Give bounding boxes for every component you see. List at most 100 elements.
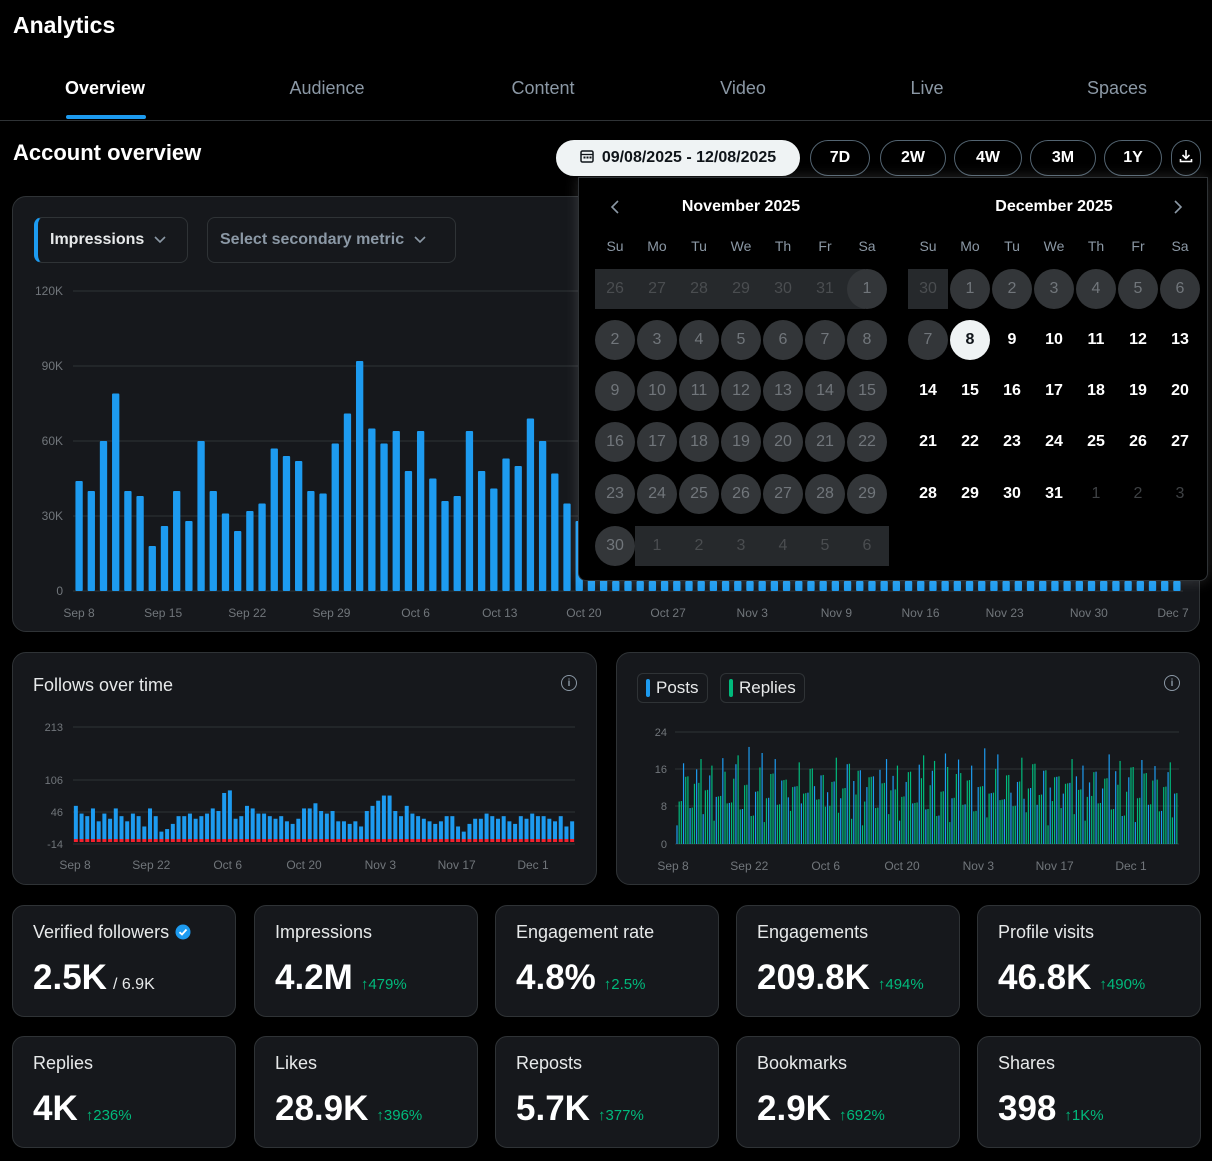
tab-content[interactable]: Content [511, 78, 575, 98]
chevron-right-icon[interactable] [1173, 200, 1183, 219]
calendar-day[interactable]: 5 [721, 320, 761, 360]
stat-value: 2.5K [33, 958, 107, 997]
calendar-day[interactable]: 26 [1129, 433, 1147, 450]
tab-spaces[interactable]: Spaces [1086, 78, 1148, 98]
calendar-day[interactable]: 21 [919, 433, 937, 450]
calendar-day[interactable]: 17 [637, 422, 677, 462]
calendar-day[interactable]: 11 [1087, 331, 1105, 348]
calendar-day[interactable]: 29 [847, 474, 887, 514]
range-button-4w[interactable]: 4W [954, 140, 1022, 176]
tab-live[interactable]: Live [910, 78, 944, 98]
calendar-day[interactable]: 3 [1034, 269, 1074, 309]
tab-overview[interactable]: Overview [64, 78, 146, 98]
legend-replies[interactable]: Replies [720, 673, 805, 703]
stat-label: Impressions [275, 922, 372, 943]
secondary-metric-select[interactable]: Select secondary metric [207, 217, 456, 263]
calendar-day[interactable]: 15 [847, 371, 887, 411]
unfollows-bar [370, 839, 375, 842]
stat-card-reposts[interactable]: Reposts 5.7K ↑377% [495, 1036, 719, 1148]
range-button-1y[interactable]: 1Y [1104, 140, 1162, 176]
range-button-7d[interactable]: 7D [810, 140, 870, 176]
calendar-day[interactable]: 22 [847, 422, 887, 462]
follows-bar [341, 821, 346, 839]
calendar-day[interactable]: 29 [961, 485, 979, 502]
legend-posts[interactable]: Posts [637, 673, 708, 703]
calendar-day[interactable]: 23 [595, 474, 635, 514]
calendar-day[interactable]: 16 [595, 422, 635, 462]
stat-card-replies[interactable]: Replies 4K ↑236% [12, 1036, 236, 1148]
calendar-day[interactable]: 3 [637, 320, 677, 360]
stat-card-engagements[interactable]: Engagements 209.8K ↑494% [736, 905, 960, 1017]
calendar-day[interactable]: 6 [1160, 269, 1200, 309]
calendar-day[interactable]: 15 [961, 382, 979, 399]
calendar-day[interactable]: 18 [679, 422, 719, 462]
calendar-day[interactable]: 31 [1045, 485, 1063, 502]
calendar-day[interactable]: 1 [950, 269, 990, 309]
range-button-2w[interactable]: 2W [880, 140, 946, 176]
calendar-day[interactable]: 13 [763, 371, 803, 411]
stat-card-verified-followers[interactable]: Verified followers 2.5K / 6.9K [12, 905, 236, 1017]
primary-metric-select[interactable]: Impressions [34, 217, 188, 263]
calendar-day[interactable]: 23 [1003, 433, 1021, 450]
calendar-day[interactable]: 27 [1171, 433, 1189, 450]
calendar-day[interactable]: 25 [679, 474, 719, 514]
calendar-day[interactable]: 24 [1045, 433, 1063, 450]
download-button[interactable] [1171, 140, 1201, 176]
calendar-day[interactable]: 2 [992, 269, 1032, 309]
stat-card-bookmarks[interactable]: Bookmarks 2.9K ↑692% [736, 1036, 960, 1148]
calendar-day[interactable]: 16 [1003, 382, 1021, 399]
calendar-day[interactable]: 28 [805, 474, 845, 514]
impressions-bar [648, 581, 657, 591]
calendar-day[interactable]: 12 [721, 371, 761, 411]
calendar-day[interactable]: 20 [763, 422, 803, 462]
calendar-day[interactable]: 14 [805, 371, 845, 411]
calendar-day[interactable]: 14 [919, 382, 937, 399]
calendar-day[interactable]: 9 [595, 371, 635, 411]
calendar-day[interactable]: 26 [721, 474, 761, 514]
info-icon[interactable]: i [561, 675, 577, 691]
calendar-day-selected[interactable]: 8 [950, 320, 990, 360]
calendar-day[interactable]: 25 [1087, 433, 1105, 450]
calendar-day[interactable]: 8 [847, 320, 887, 360]
date-range-button[interactable]: 09/08/2025 - 12/08/2025 [556, 140, 800, 176]
impressions-bar [136, 496, 144, 591]
calendar-day[interactable]: 20 [1171, 382, 1189, 399]
calendar-day[interactable]: 4 [1076, 269, 1116, 309]
chevron-left-icon[interactable] [610, 200, 620, 219]
calendar-day[interactable]: 19 [721, 422, 761, 462]
calendar-day[interactable]: 21 [805, 422, 845, 462]
calendar-day[interactable]: 28 [919, 485, 937, 502]
calendar-day[interactable]: 11 [679, 371, 719, 411]
calendar-day[interactable]: 1 [847, 269, 887, 309]
stat-card-likes[interactable]: Likes 28.9K ↑396% [254, 1036, 478, 1148]
range-button-3m[interactable]: 3M [1030, 140, 1096, 176]
calendar-day[interactable]: 2 [595, 320, 635, 360]
calendar-day[interactable]: 19 [1129, 382, 1147, 399]
calendar-day[interactable]: 6 [763, 320, 803, 360]
calendar-day[interactable]: 12 [1129, 331, 1147, 348]
calendar-day[interactable]: 13 [1171, 331, 1189, 348]
calendar-day[interactable]: 4 [679, 320, 719, 360]
tab-video[interactable]: Video [720, 78, 766, 98]
calendar-day[interactable]: 10 [637, 371, 677, 411]
calendar-day[interactable]: 17 [1045, 382, 1063, 399]
calendar-day[interactable]: 18 [1087, 382, 1105, 399]
calendar-day[interactable]: 27 [763, 474, 803, 514]
stat-card-shares[interactable]: Shares 398 ↑1K% [977, 1036, 1201, 1148]
calendar-day[interactable]: 7 [805, 320, 845, 360]
calendar-day[interactable]: 30 [595, 526, 635, 566]
unfollows-bar [376, 839, 381, 842]
calendar-day[interactable]: 10 [1045, 331, 1063, 348]
calendar-day[interactable]: 24 [637, 474, 677, 514]
calendar-day[interactable]: 30 [1003, 485, 1021, 502]
stat-card-profile-visits[interactable]: Profile visits 46.8K ↑490% [977, 905, 1201, 1017]
calendar-day[interactable]: 9 [1007, 331, 1017, 348]
calendar-day[interactable]: 5 [1118, 269, 1158, 309]
calendar-day[interactable]: 7 [908, 320, 948, 360]
impressions-bar [1100, 581, 1108, 591]
info-icon[interactable]: i [1164, 675, 1180, 691]
stat-card-engagement-rate[interactable]: Engagement rate 4.8% ↑2.5% [495, 905, 719, 1017]
calendar-day[interactable]: 22 [961, 433, 979, 450]
stat-card-impressions[interactable]: Impressions 4.2M ↑479% [254, 905, 478, 1017]
tab-audience[interactable]: Audience [289, 78, 365, 98]
